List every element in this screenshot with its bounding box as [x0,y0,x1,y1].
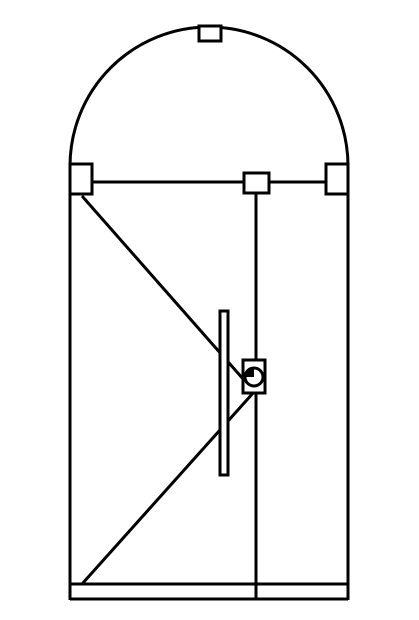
center-top-clamp [242,171,271,195]
arch-transom [68,25,350,167]
right-corner-clamp [324,162,350,196]
pull-handle [218,309,230,477]
arch-top-clamp [197,24,223,43]
lock-cylinder-mark [245,368,254,377]
swing-line-upper [80,195,246,381]
left-corner-clamp [68,162,94,196]
